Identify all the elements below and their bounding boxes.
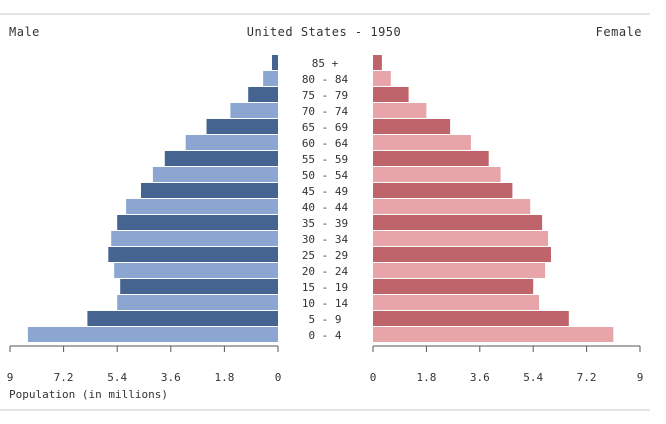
male-label: Male xyxy=(9,25,40,39)
female-bar xyxy=(373,199,531,214)
female-bar xyxy=(373,311,569,326)
age-group-label: 5 - 9 xyxy=(308,313,341,326)
male-bar xyxy=(164,151,278,166)
female-bar xyxy=(373,87,409,102)
female-bar xyxy=(373,71,391,86)
age-group-label: 55 - 59 xyxy=(302,153,348,166)
female-bar xyxy=(373,103,427,118)
age-group-label: 50 - 54 xyxy=(302,169,349,182)
age-group-label: 25 - 29 xyxy=(302,249,348,262)
female-bar xyxy=(373,215,543,230)
female-tick-label: 3.6 xyxy=(470,371,490,384)
male-tick-label: 5.4 xyxy=(107,371,127,384)
female-bar xyxy=(373,183,513,198)
male-tick-label: 0 xyxy=(275,371,282,384)
female-bar xyxy=(373,119,451,134)
female-bar xyxy=(373,279,534,294)
age-labels-group: 85 + 80 - 84 75 - 79 70 - 74 65 - 69 60 - 64 5… xyxy=(302,57,349,342)
female-bar xyxy=(373,135,471,150)
male-bar xyxy=(206,119,278,134)
male-bar xyxy=(248,87,278,102)
male-bar xyxy=(87,311,279,326)
age-group-label: 70 - 74 xyxy=(302,105,349,118)
age-group-label: 0 - 4 xyxy=(308,329,341,342)
female-label: Female xyxy=(596,25,642,39)
age-group-label: 20 - 24 xyxy=(302,265,349,278)
female-tick-label: 1.8 xyxy=(416,371,436,384)
male-bar xyxy=(263,71,278,86)
female-tick-label: 7.2 xyxy=(577,371,597,384)
male-bar xyxy=(117,215,278,230)
male-bar xyxy=(108,247,278,262)
female-bar xyxy=(373,151,489,166)
male-bar xyxy=(120,279,278,294)
male-bar xyxy=(230,103,278,118)
age-group-label: 80 - 84 xyxy=(302,73,349,86)
male-bar xyxy=(185,135,278,150)
male-tick-label: 3.6 xyxy=(161,371,181,384)
male-bar xyxy=(117,295,278,310)
age-group-label: 35 - 39 xyxy=(302,217,348,230)
x-axis-label: Population (in millions) xyxy=(9,388,168,401)
female-bar xyxy=(373,167,501,182)
male-tick-label: 7.2 xyxy=(54,371,74,384)
age-group-label: 85 + xyxy=(312,57,339,70)
male-tick-label: 9 xyxy=(7,371,14,384)
female-tick-label: 9 xyxy=(637,371,644,384)
female-bar xyxy=(373,231,548,246)
male-tick-label: 1.8 xyxy=(214,371,234,384)
female-tick-label: 5.4 xyxy=(523,371,543,384)
age-group-label: 30 - 34 xyxy=(302,233,349,246)
age-group-label: 60 - 64 xyxy=(302,137,349,150)
male-bar xyxy=(272,55,278,70)
male-bar xyxy=(27,327,279,342)
female-bar xyxy=(373,263,546,278)
bars-group xyxy=(27,55,614,342)
age-group-label: 10 - 14 xyxy=(302,297,349,310)
male-bar xyxy=(111,231,278,246)
chart-title: United States - 1950 xyxy=(247,25,402,39)
age-group-label: 15 - 19 xyxy=(302,281,348,294)
female-bar xyxy=(373,247,551,262)
male-bar xyxy=(141,183,278,198)
age-group-label: 75 - 79 xyxy=(302,89,348,102)
ticks-group: 9 0 7.2 1.8 5.4 3.6 3.6 5.4 1.8 7.2 0 9 xyxy=(7,346,644,384)
female-bar xyxy=(373,295,540,310)
female-bar xyxy=(373,327,614,342)
female-bar xyxy=(373,55,382,70)
male-bar xyxy=(126,199,278,214)
age-group-label: 45 - 49 xyxy=(302,185,348,198)
female-tick-label: 0 xyxy=(370,371,377,384)
male-bar xyxy=(152,167,278,182)
age-group-label: 40 - 44 xyxy=(302,201,349,214)
male-bar xyxy=(114,263,278,278)
age-group-label: 65 - 69 xyxy=(302,121,348,134)
